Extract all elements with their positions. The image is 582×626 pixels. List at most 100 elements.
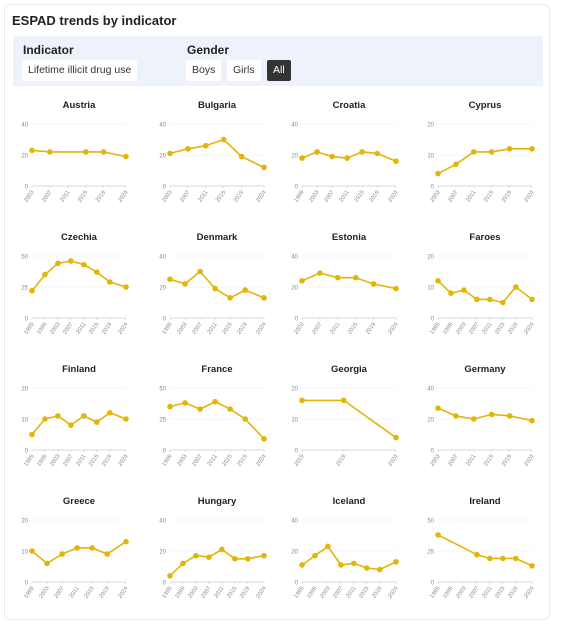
y-tick-label: 0 bbox=[25, 581, 29, 587]
chart-croatia: Croatia 0 20 40 1999 2003 2007 2011 2015 2019 2024 bbox=[291, 100, 400, 204]
x-tick-label: 2011 bbox=[207, 454, 219, 468]
x-tick-label: 2015 bbox=[358, 586, 370, 600]
chart-title: Ireland bbox=[469, 496, 500, 507]
y-tick-label: 0 bbox=[163, 317, 167, 323]
x-tick-label: 2019 bbox=[365, 322, 377, 336]
x-tick-label: 2019 bbox=[335, 454, 347, 468]
y-tick-label: 0 bbox=[431, 449, 435, 455]
gender-button-girls[interactable]: Girls bbox=[227, 60, 261, 81]
y-tick-label: 0 bbox=[431, 317, 435, 323]
x-tick-label: 2011 bbox=[75, 454, 87, 468]
data-point bbox=[220, 136, 227, 143]
data-point bbox=[232, 555, 238, 562]
data-point bbox=[89, 545, 95, 551]
x-tick-label: 2019 bbox=[501, 190, 513, 204]
x-tick-label: 2015 bbox=[353, 190, 365, 204]
data-point bbox=[352, 274, 359, 281]
data-point bbox=[193, 552, 199, 559]
series-line bbox=[437, 148, 532, 175]
x-tick-label: 2024 bbox=[387, 189, 400, 204]
data-point bbox=[325, 543, 331, 550]
x-tick-label: 1995 bbox=[429, 586, 441, 600]
data-point bbox=[512, 284, 519, 290]
data-point bbox=[59, 551, 65, 557]
data-point bbox=[529, 417, 535, 424]
x-tick-label: 2019 bbox=[507, 586, 519, 600]
data-point bbox=[393, 559, 399, 565]
series-line bbox=[301, 272, 397, 290]
x-tick-label: 1999 bbox=[36, 454, 48, 468]
data-point bbox=[42, 416, 48, 422]
data-point bbox=[529, 563, 535, 569]
x-tick-label: 2003 bbox=[49, 454, 61, 468]
x-tick-label: 2015 bbox=[293, 454, 305, 468]
data-point bbox=[44, 560, 50, 567]
x-tick-label: 2007 bbox=[447, 190, 459, 204]
data-point bbox=[435, 405, 441, 411]
y-tick-label: 0 bbox=[25, 185, 29, 191]
y-tick-label: 0 bbox=[25, 449, 29, 455]
data-point bbox=[299, 562, 305, 568]
data-point bbox=[448, 290, 454, 297]
indicator-label: Indicator bbox=[23, 43, 74, 57]
x-tick-label: 2019 bbox=[237, 322, 249, 336]
x-tick-label: 2024 bbox=[255, 585, 268, 600]
data-point bbox=[299, 155, 305, 161]
chart-ireland: Ireland 0 25 50 1995 1999 2003 2007 2011 2015 2019… bbox=[427, 496, 536, 600]
data-point bbox=[461, 287, 467, 293]
data-point bbox=[488, 149, 495, 155]
x-tick-label: 2003 bbox=[293, 322, 305, 336]
data-point bbox=[242, 416, 248, 422]
gender-button-all[interactable]: All bbox=[267, 60, 291, 81]
chart-greece: Greece 0 10 20 1999 2003 2007 2011 2015 2019 2024 bbox=[21, 496, 130, 600]
data-point bbox=[106, 279, 113, 285]
y-tick-label: 0 bbox=[431, 185, 435, 191]
data-point bbox=[167, 276, 173, 283]
x-tick-label: 2024 bbox=[523, 189, 536, 204]
data-point bbox=[123, 153, 129, 160]
x-tick-label: 1995 bbox=[23, 322, 35, 336]
x-tick-label: 2019 bbox=[507, 322, 519, 336]
x-tick-label: 2007 bbox=[191, 454, 203, 468]
x-tick-label: 2015 bbox=[494, 586, 506, 600]
x-tick-label: 1999 bbox=[442, 586, 454, 600]
data-point bbox=[167, 573, 173, 579]
series-line bbox=[31, 149, 127, 158]
indicator-select[interactable]: Lifetime illicit drug use bbox=[22, 60, 138, 81]
y-tick-label: 25 bbox=[427, 550, 434, 556]
x-tick-label: 1999 bbox=[161, 322, 173, 336]
x-tick-label: 2007 bbox=[53, 586, 65, 600]
x-tick-label: 2011 bbox=[465, 190, 477, 204]
x-tick-label: 2007 bbox=[447, 454, 459, 468]
chart-faroes: Faroes 0 10 20 1995 1999 2003 2007 2011 2015 2019 2… bbox=[427, 232, 536, 336]
y-tick-label: 20 bbox=[21, 387, 28, 393]
data-point bbox=[435, 532, 441, 538]
x-tick-label: 2007 bbox=[191, 322, 203, 336]
data-point bbox=[344, 155, 350, 161]
series-line bbox=[31, 411, 127, 436]
x-tick-label: 1995 bbox=[429, 322, 441, 336]
x-tick-label: 2015 bbox=[221, 322, 233, 336]
data-point bbox=[42, 271, 48, 278]
x-tick-label: 2015 bbox=[88, 454, 100, 468]
data-point bbox=[261, 552, 267, 559]
y-tick-label: 40 bbox=[21, 123, 28, 129]
data-point bbox=[453, 161, 459, 168]
x-tick-label: 1995 bbox=[161, 586, 173, 600]
y-tick-label: 20 bbox=[291, 550, 298, 556]
data-point bbox=[82, 149, 89, 155]
data-point bbox=[185, 146, 191, 152]
x-tick-label: 2011 bbox=[59, 190, 71, 204]
gender-button-boys[interactable]: Boys bbox=[186, 60, 222, 81]
x-tick-label: 2024 bbox=[117, 321, 130, 336]
x-tick-label: 1999 bbox=[36, 322, 48, 336]
chart-card bbox=[4, 4, 550, 620]
y-tick-label: 20 bbox=[291, 286, 298, 292]
data-point bbox=[312, 552, 318, 559]
x-tick-label: 2024 bbox=[255, 453, 268, 468]
series-line bbox=[437, 534, 533, 567]
data-point bbox=[227, 295, 233, 301]
x-tick-label: 1999 bbox=[306, 586, 318, 600]
chart-title: Austria bbox=[63, 100, 96, 111]
data-point bbox=[212, 398, 218, 405]
